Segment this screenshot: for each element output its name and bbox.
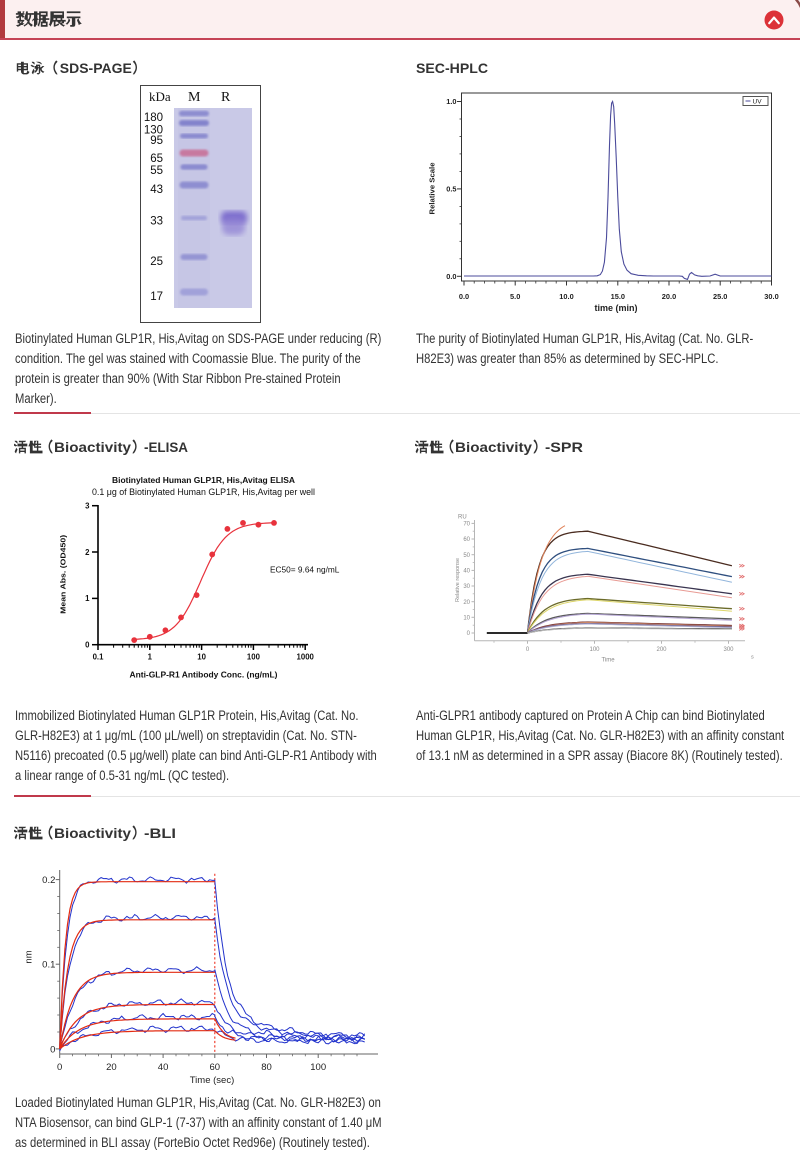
svg-text:M: M	[188, 90, 201, 105]
svg-text:15.0: 15.0	[611, 292, 625, 301]
svg-text:-SPR: -SPR	[545, 439, 583, 455]
svg-text:17: 17	[150, 291, 163, 303]
svg-text:40: 40	[463, 569, 470, 575]
svg-text:1: 1	[85, 594, 90, 603]
svg-text:10.0: 10.0	[559, 292, 573, 301]
svg-text:Time (sec): Time (sec)	[190, 1075, 235, 1086]
svg-text:1: 1	[148, 653, 153, 662]
svg-text:Bioactivity: Bioactivity	[54, 825, 131, 841]
svg-text:65: 65	[150, 153, 163, 165]
svg-text:-ELISA: -ELISA	[144, 439, 188, 455]
svg-text:30: 30	[463, 584, 470, 590]
svg-text:Bioactivity: Bioactivity	[54, 439, 131, 455]
svg-text:10: 10	[197, 653, 206, 662]
svg-text:20: 20	[463, 600, 470, 606]
svg-text:33: 33	[150, 216, 163, 228]
svg-text:300: 300	[723, 647, 734, 653]
svg-text:20.0: 20.0	[662, 292, 676, 301]
svg-text:0: 0	[467, 631, 471, 637]
svg-text:EC50= 9.64 ng/mL: EC50= 9.64 ng/mL	[270, 566, 340, 575]
svg-text:Anti-GLP-R1 Antibody Conc. (ng: Anti-GLP-R1 Antibody Conc. (ng/mL)	[130, 670, 278, 680]
svg-text:kDa: kDa	[149, 89, 171, 104]
svg-text:0.5: 0.5	[446, 185, 456, 194]
svg-text:50: 50	[463, 553, 470, 559]
svg-text:180: 180	[144, 112, 163, 124]
svg-text:Time: Time	[601, 658, 615, 664]
svg-text:time (min): time (min)	[595, 303, 638, 313]
svg-text:1.0: 1.0	[446, 97, 456, 106]
svg-text:130: 130	[144, 125, 163, 137]
svg-text:Biotinylated Human GLP1R, His,: Biotinylated Human GLP1R, His,Avitag ELI…	[112, 475, 295, 485]
svg-text:0.1 μg of Biotinylated Human G: 0.1 μg of Biotinylated Human GLP1R, His,…	[92, 487, 315, 497]
svg-text:-BLI: -BLI	[144, 825, 176, 841]
svg-text:5.0: 5.0	[510, 292, 520, 301]
svg-text:43: 43	[150, 184, 163, 196]
svg-text:nm: nm	[24, 950, 35, 963]
svg-text:0.2: 0.2	[42, 875, 55, 886]
svg-text:20: 20	[106, 1062, 117, 1073]
svg-text:100: 100	[310, 1062, 326, 1073]
svg-text:SEC-HPLC: SEC-HPLC	[416, 60, 488, 76]
svg-text:25: 25	[150, 256, 163, 268]
svg-text:3: 3	[85, 502, 90, 511]
svg-text:0: 0	[85, 641, 90, 650]
svg-text:2: 2	[85, 548, 90, 557]
svg-text:UV: UV	[753, 99, 763, 106]
svg-text:25.0: 25.0	[713, 292, 727, 301]
svg-text:SDS-PAGE: SDS-PAGE	[60, 60, 132, 76]
svg-text:Relative Scale: Relative Scale	[429, 163, 437, 215]
svg-text:Bioactivity: Bioactivity	[455, 439, 532, 455]
svg-text:10: 10	[463, 616, 470, 622]
svg-text:Mean Abs. (OD450): Mean Abs. (OD450)	[60, 534, 68, 614]
svg-text:100: 100	[247, 653, 261, 662]
svg-text:55: 55	[150, 165, 163, 177]
svg-text:70: 70	[463, 522, 470, 528]
svg-text:0.1: 0.1	[93, 653, 105, 662]
svg-text:1000: 1000	[297, 653, 315, 662]
svg-text:200: 200	[656, 647, 667, 653]
svg-text:RU: RU	[458, 515, 467, 521]
svg-text:95: 95	[150, 135, 163, 147]
svg-text:R: R	[221, 90, 231, 105]
svg-text:30.0: 30.0	[764, 292, 778, 301]
svg-text:0: 0	[50, 1044, 55, 1055]
svg-text:0.0: 0.0	[446, 272, 456, 281]
svg-text:60: 60	[210, 1062, 221, 1073]
svg-text:0.1: 0.1	[42, 960, 55, 971]
svg-text:s: s	[751, 655, 754, 661]
svg-text:60: 60	[463, 537, 470, 543]
svg-text:Relative response: Relative response	[455, 558, 461, 602]
svg-text:80: 80	[261, 1062, 272, 1073]
svg-text:0.0: 0.0	[459, 292, 469, 301]
svg-text:100: 100	[589, 647, 600, 653]
svg-text:0: 0	[57, 1062, 62, 1073]
svg-text:0: 0	[526, 647, 530, 653]
svg-text:40: 40	[158, 1062, 169, 1073]
